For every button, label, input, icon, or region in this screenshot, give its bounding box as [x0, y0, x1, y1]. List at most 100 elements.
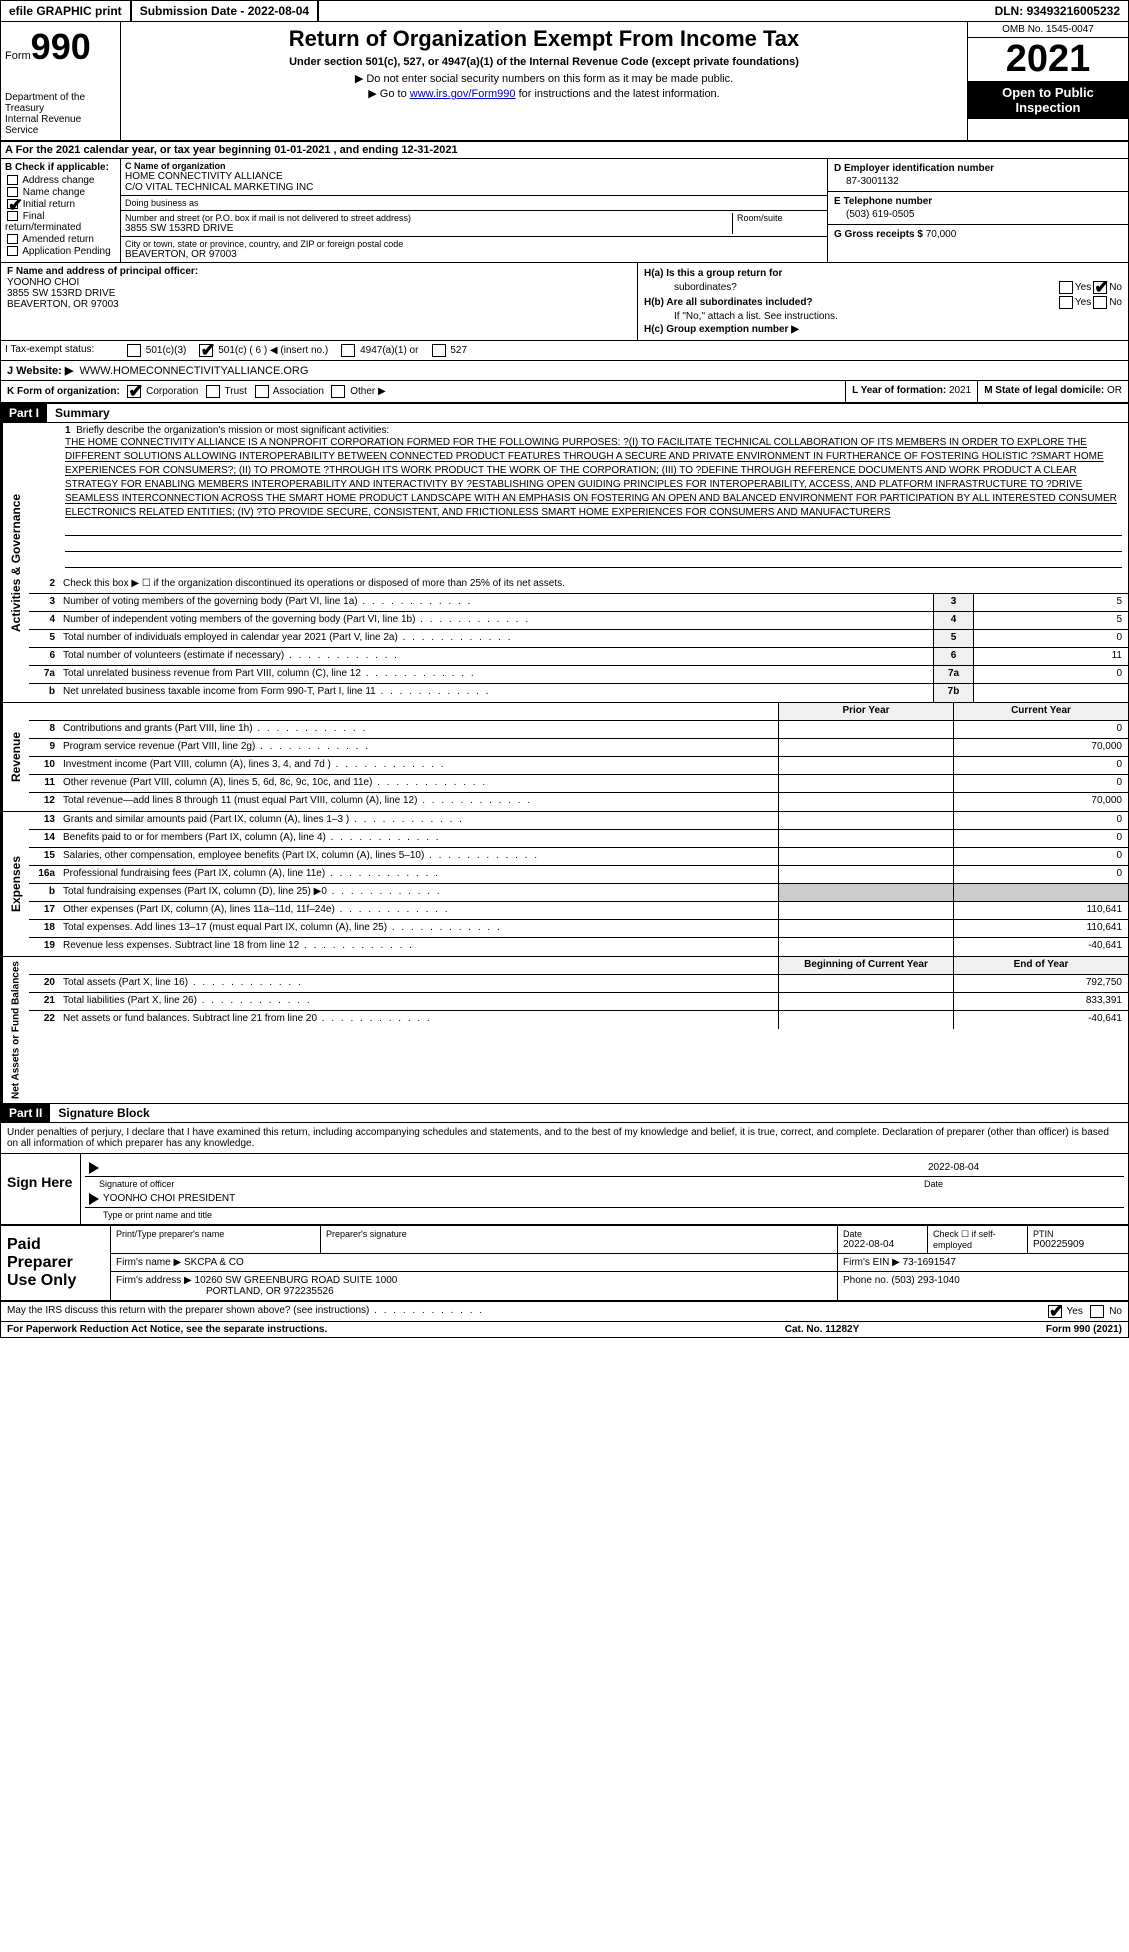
- firm-name: SKCPA & CO: [184, 1257, 244, 1268]
- part1-title: Summary: [47, 404, 118, 422]
- part2-header: Part II Signature Block: [1, 1104, 1128, 1123]
- sig-date: 2022-08-04: [924, 1160, 1124, 1176]
- row-k: K Form of organization: Corporation Trus…: [1, 381, 846, 402]
- hb-no-checkbox[interactable]: [1093, 296, 1107, 309]
- net-side-label: Net Assets or Fund Balances: [1, 957, 29, 1103]
- row-i: I Tax-exempt status: 501(c)(3) 501(c) ( …: [1, 341, 1128, 361]
- form-label: Form: [5, 50, 31, 62]
- hb-yes-checkbox[interactable]: [1059, 296, 1073, 309]
- hb-label: H(b) Are all subordinates included?: [644, 297, 813, 308]
- b-checkbox-item[interactable]: Application Pending: [5, 246, 116, 257]
- paid-preparer-label: Paid Preparer Use Only: [1, 1226, 111, 1300]
- paperwork-notice: For Paperwork Reduction Act Notice, see …: [7, 1324, 722, 1335]
- ha-label: H(a) Is this a group return for: [644, 268, 782, 279]
- org-form-option[interactable]: Association: [247, 386, 324, 397]
- hc-label: H(c) Group exemption number ▶: [644, 324, 799, 335]
- section-f: F Name and address of principal officer:…: [1, 263, 638, 340]
- addr-label: Number and street (or P.O. box if mail i…: [125, 213, 728, 223]
- ptin-value: P00225909: [1033, 1239, 1123, 1250]
- officer-name-title: YOONHO CHOI PRESIDENT: [99, 1191, 1124, 1207]
- table-row: 9Program service revenue (Part VIII, lin…: [29, 739, 1128, 757]
- tax-status-option[interactable]: 4947(a)(1) or: [339, 345, 429, 356]
- k-label: K Form of organization:: [7, 386, 120, 397]
- officer-addr2: BEAVERTON, OR 97003: [7, 299, 631, 310]
- b-checkbox-item[interactable]: Initial return: [5, 199, 116, 210]
- addr-value: 3855 SW 153RD DRIVE: [125, 223, 728, 234]
- section-fh: F Name and address of principal officer:…: [1, 263, 1128, 341]
- org-form-option[interactable]: Trust: [198, 386, 247, 397]
- instr-1: ▶ Do not enter social security numbers o…: [129, 72, 959, 85]
- table-row: 14Benefits paid to or for members (Part …: [29, 830, 1128, 848]
- gov-side-label: Activities & Governance: [1, 423, 29, 702]
- current-year-header: Current Year: [953, 703, 1128, 720]
- i-options: 501(c)(3) 501(c) ( 6 ) ◀ (insert no.) 49…: [121, 341, 1128, 360]
- begin-year-header: Beginning of Current Year: [778, 957, 953, 974]
- gross-receipts: 70,000: [926, 229, 957, 240]
- header-right: OMB No. 1545-0047 2021 Open to Public In…: [968, 22, 1128, 140]
- tax-status-option[interactable]: 501(c)(3): [125, 345, 197, 356]
- section-c: C Name of organization HOME CONNECTIVITY…: [121, 159, 828, 262]
- website-value: WWW.HOMECONNECTIVITYALLIANCE.ORG: [79, 365, 308, 377]
- city-value: BEAVERTON, OR 97003: [125, 249, 823, 260]
- city-label: City or town, state or province, country…: [125, 239, 823, 249]
- section-bcdeg: B Check if applicable: Address change Na…: [1, 159, 1128, 263]
- dln: DLN: 93493216005232: [987, 1, 1128, 21]
- table-row: 17Other expenses (Part IX, column (A), l…: [29, 902, 1128, 920]
- tax-status-option[interactable]: 527: [430, 345, 479, 356]
- omb-number: OMB No. 1545-0047: [968, 22, 1128, 38]
- org-form-option[interactable]: Other ▶: [324, 386, 386, 397]
- discuss-no-checkbox[interactable]: [1090, 1305, 1104, 1318]
- ha-yes-checkbox[interactable]: [1059, 281, 1073, 294]
- form-title: Return of Organization Exempt From Incom…: [129, 26, 959, 52]
- table-row: 19Revenue less expenses. Subtract line 1…: [29, 938, 1128, 956]
- row-a-tax-year: A For the 2021 calendar year, or tax yea…: [1, 142, 1128, 159]
- instr-2: ▶ Go to www.irs.gov/Form990 for instruct…: [129, 87, 959, 100]
- org-name-2: C/O VITAL TECHNICAL MARKETING INC: [125, 182, 823, 193]
- discuss-yes-checkbox[interactable]: [1048, 1305, 1062, 1318]
- irs-link[interactable]: www.irs.gov/Form990: [410, 88, 516, 100]
- revenue-section: Revenue Prior Year Current Year 8Contrib…: [1, 703, 1128, 812]
- b-checkbox-item[interactable]: Address change: [5, 175, 116, 186]
- arrow-icon: [89, 1193, 99, 1205]
- firm-addr1: 10260 SW GREENBURG ROAD SUITE 1000: [195, 1275, 398, 1286]
- submission-date: Submission Date - 2022-08-04: [132, 1, 319, 21]
- form-number: 990: [31, 26, 91, 68]
- room-label: Room/suite: [737, 213, 823, 223]
- f-label: F Name and address of principal officer:: [7, 266, 631, 277]
- b-checkbox-item[interactable]: Amended return: [5, 234, 116, 245]
- activities-governance-section: Activities & Governance 1 Briefly descri…: [1, 423, 1128, 703]
- ein-value: 87-3001132: [846, 176, 1122, 187]
- form-subtitle: Under section 501(c), 527, or 4947(a)(1)…: [129, 56, 959, 68]
- arrow-icon: [89, 1162, 99, 1174]
- table-row: 7aTotal unrelated business revenue from …: [29, 666, 1128, 684]
- tax-status-option[interactable]: 501(c) ( 6 ) ◀ (insert no.): [197, 345, 339, 356]
- bottom-footer: For Paperwork Reduction Act Notice, see …: [1, 1322, 1128, 1337]
- org-form-option[interactable]: Corporation: [123, 386, 199, 397]
- i-label: I Tax-exempt status:: [1, 341, 121, 360]
- table-row: 6Total number of volunteers (estimate if…: [29, 648, 1128, 666]
- signature-field[interactable]: [99, 1160, 924, 1176]
- part2-head: Part II: [1, 1104, 50, 1122]
- ha-label2: subordinates?: [644, 282, 1057, 293]
- self-employed-check[interactable]: Check ☐ if self-employed: [928, 1226, 1028, 1253]
- name-title-label: Type or print name and title: [85, 1210, 1124, 1220]
- hb-note: If "No," attach a list. See instructions…: [644, 311, 1122, 322]
- sign-here-label: Sign Here: [1, 1154, 81, 1224]
- org-name-1: HOME CONNECTIVITY ALLIANCE: [125, 171, 823, 182]
- b-head: B Check if applicable:: [5, 162, 116, 173]
- line1-num: 1: [65, 425, 71, 436]
- table-row: 21Total liabilities (Part X, line 26)833…: [29, 993, 1128, 1011]
- cat-no: Cat. No. 11282Y: [722, 1324, 922, 1335]
- table-row: 8Contributions and grants (Part VIII, li…: [29, 721, 1128, 739]
- officer-name: YOONHO CHOI: [7, 277, 631, 288]
- j-label: J Website: ▶: [7, 365, 73, 377]
- table-row: 15Salaries, other compensation, employee…: [29, 848, 1128, 866]
- table-row: bTotal fundraising expenses (Part IX, co…: [29, 884, 1128, 902]
- end-year-header: End of Year: [953, 957, 1128, 974]
- dept-label: Department of the Treasury Internal Reve…: [5, 92, 116, 136]
- table-row: 10Investment income (Part VIII, column (…: [29, 757, 1128, 775]
- table-row: 11Other revenue (Part VIII, column (A), …: [29, 775, 1128, 793]
- section-b: B Check if applicable: Address change Na…: [1, 159, 121, 262]
- ha-no-checkbox[interactable]: [1093, 281, 1107, 294]
- discuss-row: May the IRS discuss this return with the…: [1, 1302, 1128, 1322]
